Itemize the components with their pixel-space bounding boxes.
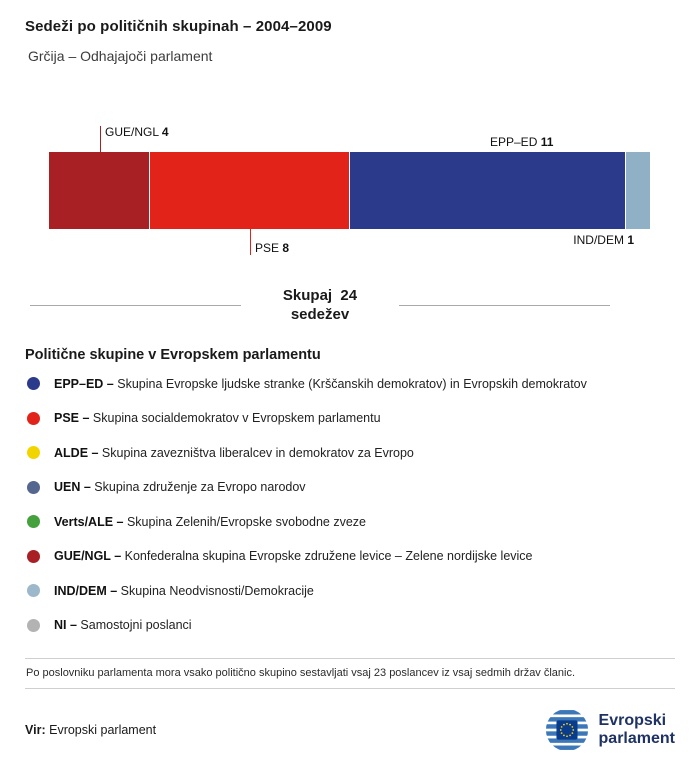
legend-label: ALDE – Skupina zavezništva liberalcev in… [54, 445, 414, 460]
legend-abbr: EPP–ED – [54, 376, 114, 391]
logo-line1: Evropski [598, 711, 667, 729]
bar-segment-gue-ngl [49, 152, 150, 229]
legend-abbr: Verts/ALE – [54, 514, 124, 529]
source-line: Vir: Evropski parlament [25, 723, 156, 737]
legend-item-0: EPP–ED – Skupina Evropske ljudske strank… [25, 377, 675, 391]
legend-label: GUE/NGL – Konfederalna skupina Evropske … [54, 549, 533, 563]
gue-ngl-connector-line [100, 126, 101, 152]
logo-line2: parlament [598, 730, 675, 747]
footnote-text: Po poslovniku parlamenta mora vsako poli… [26, 667, 576, 679]
source-value: Evropski parlament [49, 723, 157, 737]
footer-bottom-row: Vir: Evropski parlament [25, 707, 675, 753]
seats-stacked-bar-chart: GUE/NGL 4 PSE 8 EPP–ED 11 IND/DEM 1 [49, 125, 650, 255]
legend-item-5: GUE/NGL – Konfederalna skupina Evropske … [25, 549, 675, 563]
total-seats-unit: sedežev [290, 305, 350, 323]
seats-bar [49, 152, 650, 229]
eu-stars [559, 722, 574, 738]
bar-label-ind-dem: IND/DEM 1 [573, 233, 634, 247]
legend-color-dot [27, 377, 40, 390]
bar-segment-pse [149, 152, 350, 229]
divider-bottom [25, 688, 675, 689]
legend-color-dot [27, 584, 40, 597]
total-left-rule [30, 305, 241, 307]
epp-ed-label: EPP–ED [490, 135, 538, 149]
legend-color-dot [27, 480, 40, 494]
total-seats-row: Skupaj 24 sedežev [30, 287, 611, 325]
bar-label-pse: PSE 8 [255, 241, 289, 255]
european-parliament-logo: Evropski parlament [544, 707, 675, 753]
legend-item-2: ALDE – Skupina zavezništva liberalcev in… [25, 446, 675, 460]
legend-label: UEN – Skupina združenje za Evropo narodo… [54, 480, 306, 494]
legend-label: IND/DEM – Skupina Neodvisnosti/Demokraci… [54, 583, 314, 598]
legend-abbr: PSE – [54, 411, 90, 425]
legend-title: Politične skupine v Evropskem parlamentu [25, 346, 321, 363]
legend-label: NI – Samostojni poslanci [54, 618, 192, 632]
legend-abbr: GUE/NGL – [54, 549, 122, 563]
legend-color-dot [27, 549, 40, 563]
page-title: Sedeži po političnih skupinah – 2004–200… [25, 18, 332, 35]
legend-item-1: PSE – Skupina socialdemokratov v Evropsk… [25, 411, 675, 425]
gue-ngl-label: GUE/NGL [105, 125, 159, 139]
logo-wordmark: Evropski parlament [599, 712, 675, 749]
divider-top [25, 658, 675, 659]
legend-abbr: ALDE – [54, 445, 99, 460]
legend-item-3: UEN – Skupina združenje za Evropo narodo… [25, 480, 675, 494]
legend-item-4: Verts/ALE – Skupina Zelenih/Evropske svo… [25, 515, 675, 529]
legend-label: Verts/ALE – Skupina Zelenih/Evropske svo… [54, 514, 366, 529]
pse-connector-line [250, 229, 251, 255]
page-subtitle: Grčija – Odhajajoči parlament [28, 48, 213, 64]
total-seats-text: Skupaj 24 sedežev [283, 287, 357, 325]
pse-label: PSE [255, 241, 280, 255]
legend-abbr: IND/DEM – [54, 583, 118, 598]
legend-color-dot [27, 411, 40, 425]
legend-abbr: UEN – [54, 480, 91, 494]
legend-item-6: IND/DEM – Skupina Neodvisnosti/Demokraci… [25, 584, 675, 598]
legend-item-7: NI – Samostojni poslanci [25, 618, 675, 632]
ep-hemicycle-icon [545, 710, 588, 750]
legend-color-dot [27, 446, 40, 459]
total-seats-count: Skupaj 24 [282, 287, 358, 304]
ind-dem-value: 1 [627, 233, 634, 247]
legend-color-dot [27, 515, 40, 528]
bar-segment-ind-dem [624, 152, 650, 229]
epp-ed-value: 11 [540, 135, 554, 149]
pse-value: 8 [282, 241, 290, 255]
bar-segment-epp-ed [349, 152, 625, 229]
total-right-rule [399, 305, 611, 307]
bar-label-epp-ed: EPP–ED 11 [490, 135, 553, 149]
footer-note-block: Po poslovniku parlamenta mora vsako poli… [25, 658, 675, 689]
bar-label-gue-ngl: GUE/NGL 4 [105, 125, 169, 139]
legend-label: PSE – Skupina socialdemokratov v Evropsk… [54, 411, 381, 425]
legend-label: EPP–ED – Skupina Evropske ljudske strank… [54, 376, 587, 391]
legend-list: EPP–ED – Skupina Evropske ljudske strank… [25, 377, 675, 632]
legend-color-dot [27, 618, 40, 632]
source-label: Vir: [25, 723, 46, 737]
ind-dem-label: IND/DEM [573, 233, 624, 247]
legend-abbr: NI – [54, 618, 77, 632]
gue-ngl-value: 4 [161, 125, 169, 139]
